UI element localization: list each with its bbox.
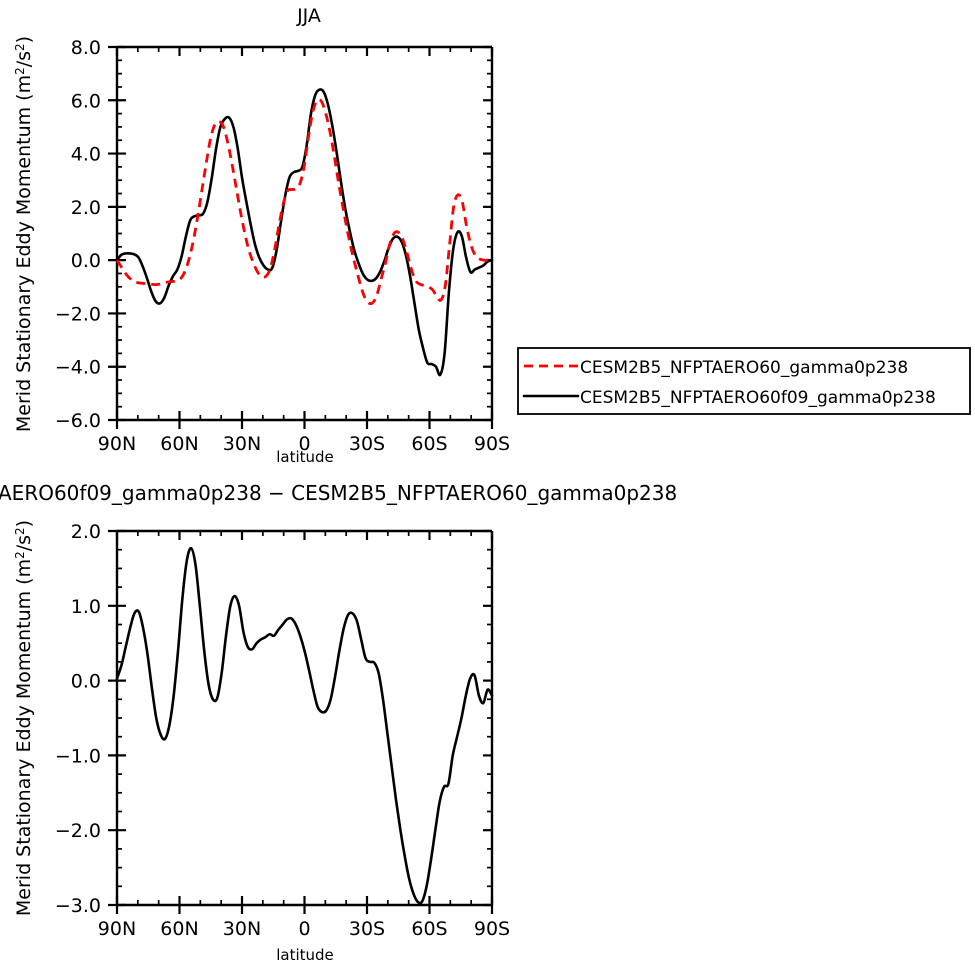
y-label-prefix-2: Merid Stationary Eddy Momentum (m <box>13 559 35 916</box>
top-panel-title: JJA <box>296 5 321 27</box>
series-line-2 <box>115 98 492 306</box>
bottom-panel-axes <box>108 529 494 914</box>
bottom-panel-x-axis-label: latitude <box>276 946 334 964</box>
y-tick-label: −4.0 <box>55 357 101 379</box>
svg-text:Merid Stationary Eddy Momentum: Merid Stationary Eddy Momentum (m2/s2) <box>13 520 35 916</box>
top-panel: JJA 90N 60N 30N 0 30S 60S 90S 8.0 6.0 4.0 2.0 0.0 −2… <box>13 5 510 466</box>
y-tick-label: −2.0 <box>55 303 101 325</box>
y-tick-label: 0.0 <box>71 250 101 272</box>
top-panel-series <box>115 88 494 377</box>
y-label-middle: /s <box>13 51 35 67</box>
x-tick-label: 0 <box>298 918 310 940</box>
bottom-panel-series <box>115 546 494 905</box>
series-line-1 <box>115 546 494 905</box>
y-label-sup2-2: 2 <box>13 527 27 535</box>
legend-label[interactable]: CESM2B5_NFPTAERO60f09_gamma0p238 <box>580 388 936 408</box>
y-label-sup2: 2 <box>13 43 27 51</box>
y-tick-label: −3.0 <box>55 895 101 917</box>
x-tick-label: 60N <box>160 433 198 455</box>
x-tick-label: 30N <box>223 918 261 940</box>
y-tick-label: 1.0 <box>71 596 101 618</box>
x-tick-label: 90S <box>474 918 510 940</box>
y-label-prefix: Merid Stationary Eddy Momentum (m <box>13 75 35 432</box>
x-tick-label: 30N <box>223 433 261 455</box>
y-tick-label: 6.0 <box>71 90 101 112</box>
legend[interactable]: CESM2B5_NFPTAERO60_gamma0p238 CESM2B5_NFP… <box>517 347 971 415</box>
top-panel-y-axis-label: Merid Stationary Eddy Momentum (m2/s2) <box>13 36 35 432</box>
y-tick-label: 4.0 <box>71 144 101 166</box>
legend-box <box>517 347 971 415</box>
x-tick-label: 30S <box>349 918 385 940</box>
legend-label[interactable]: CESM2B5_NFPTAERO60_gamma0p238 <box>580 358 908 378</box>
svg-text:Merid Stationary Eddy Momentum: Merid Stationary Eddy Momentum (m2/s2) <box>13 36 35 432</box>
x-tick-label: 60N <box>160 918 198 940</box>
x-tick-label: 90S <box>474 433 510 455</box>
x-tick-label: 60S <box>411 918 447 940</box>
y-label-middle-2: /s <box>13 535 35 551</box>
y-label-suffix: ) <box>13 36 35 43</box>
bottom-panel: 90N 60N 30N 0 30S 60S 90S 2.0 1.0 0.0 −1.0 −2.0 −3.0… <box>13 520 510 964</box>
y-tick-label: −6.0 <box>55 410 101 432</box>
y-tick-label: −1.0 <box>55 745 101 767</box>
y-label-suffix-2: ) <box>13 520 35 527</box>
top-panel-axes <box>108 45 494 429</box>
x-tick-label: 60S <box>411 433 447 455</box>
x-tick-label: 90N <box>98 433 136 455</box>
x-tick-label: 0 <box>298 433 310 455</box>
y-tick-label: 2.0 <box>71 521 101 543</box>
difference-title: AERO60f09_gamma0p238 − CESM2B5_NFPTAERO6… <box>0 481 677 505</box>
y-tick-label: 0.0 <box>71 671 101 693</box>
top-panel-tick-labels: 90N 60N 30N 0 30S 60S 90S 8.0 6.0 4.0 2.0 0.0 −2.0 −4… <box>55 37 510 455</box>
x-tick-label: 90N <box>98 918 136 940</box>
bottom-panel-y-axis-label: Merid Stationary Eddy Momentum (m2/s2) <box>13 520 35 916</box>
series-line-1 <box>115 88 494 377</box>
y-tick-label: 8.0 <box>71 37 101 59</box>
top-panel-x-axis-label: latitude <box>276 448 334 466</box>
y-label-sup1: 2 <box>13 67 27 75</box>
y-tick-label: 2.0 <box>71 197 101 219</box>
y-label-sup1-2: 2 <box>13 551 27 559</box>
x-tick-label: 30S <box>349 433 385 455</box>
y-tick-label: −2.0 <box>55 820 101 842</box>
bottom-panel-tick-labels: 90N 60N 30N 0 30S 60S 90S 2.0 1.0 0.0 −1.0 −2.0 −3.0 <box>55 521 510 940</box>
